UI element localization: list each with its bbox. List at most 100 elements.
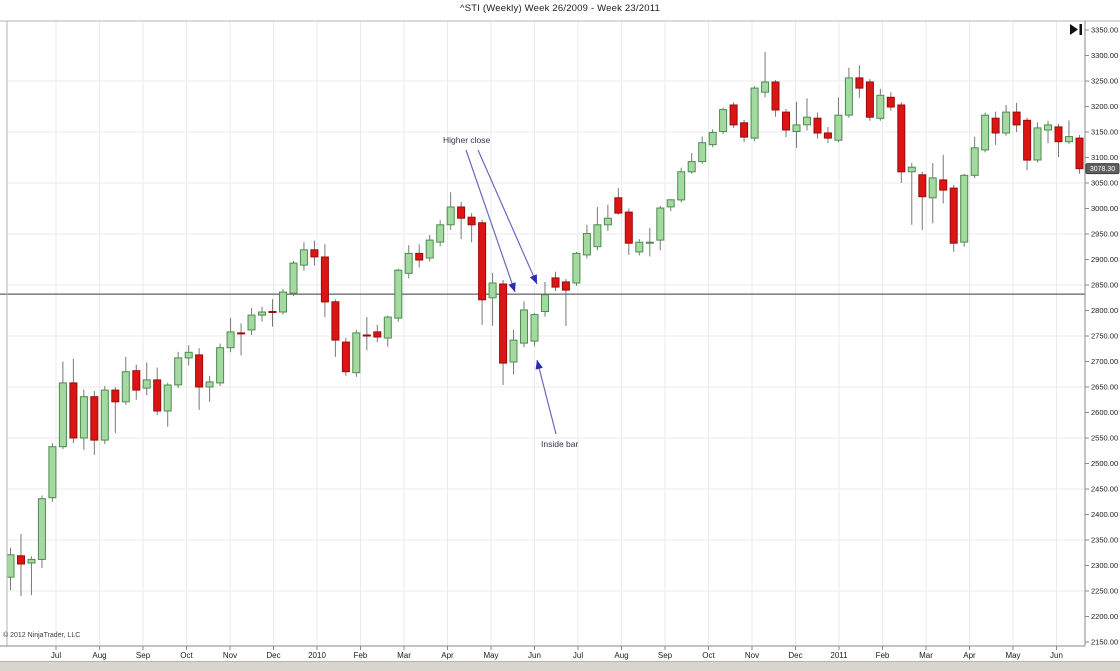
last-price-marker (1085, 163, 1120, 175)
candle-body-down (153, 379, 162, 412)
candle (918, 171, 927, 230)
candle-body-up (708, 132, 717, 146)
candle-body-down (614, 197, 623, 214)
x-axis-label: May (483, 651, 498, 660)
candle-body-up (216, 347, 225, 384)
candle (960, 173, 969, 247)
y-axis-label: 2750.00 (1091, 332, 1118, 341)
candle (289, 261, 298, 297)
candle-body-up (27, 558, 36, 564)
candle-body-up (698, 142, 707, 163)
candle (37, 495, 46, 568)
y-axis-label: 2600.00 (1091, 408, 1118, 417)
candle-body-up (572, 252, 581, 284)
annotation-arrow-head (535, 360, 543, 370)
candle-body-up (425, 239, 434, 259)
candle (153, 367, 162, 416)
candle-body-up (582, 233, 591, 256)
candle-body-up (677, 171, 686, 201)
annotation-arrow-line (465, 149, 516, 293)
candle (876, 88, 885, 121)
candle (813, 112, 822, 139)
candle (991, 111, 1000, 145)
y-axis-label: 3000.00 (1091, 204, 1118, 213)
candle-body-down (624, 211, 633, 244)
candle-body-up (258, 311, 266, 316)
candle (69, 358, 78, 444)
candle (729, 102, 738, 128)
candle-body-up (383, 316, 392, 339)
candle (48, 443, 57, 502)
candle-body-up (488, 282, 497, 299)
candle-body-down (939, 179, 948, 191)
candle-body-down (331, 301, 340, 341)
candle (436, 220, 445, 247)
y-axis-label: 3100.00 (1091, 153, 1118, 162)
candle (970, 136, 979, 178)
y-axis-label: 2200.00 (1091, 612, 1118, 621)
candle-body-up (184, 351, 193, 359)
candle (834, 97, 843, 143)
candle (58, 361, 67, 450)
candle (897, 102, 906, 183)
y-axis-label: 3350.00 (1091, 26, 1118, 35)
candle (761, 51, 770, 98)
candle-body-up (603, 217, 612, 226)
candle-body-up (174, 357, 183, 386)
candle (603, 204, 612, 231)
candle-body-up (1002, 111, 1011, 134)
candle-body-up (142, 379, 151, 389)
x-axis-label: Jul (573, 651, 583, 660)
candle (1002, 105, 1011, 136)
candle (771, 80, 780, 117)
candle-body-down (111, 389, 120, 403)
candle (509, 329, 518, 375)
candle (352, 329, 361, 377)
candle (457, 201, 466, 240)
x-axis-label: May (1005, 651, 1020, 660)
candle-body-up (1065, 136, 1073, 143)
window-bottom-strip (0, 661, 1120, 671)
candle-body-up (928, 177, 937, 199)
candle (415, 244, 424, 268)
y-axis-label: 2650.00 (1091, 383, 1118, 392)
candle-body-up (37, 498, 46, 560)
candle (310, 240, 319, 266)
candle-body-up (834, 114, 843, 141)
x-axis-label: Oct (180, 651, 193, 660)
candle-body-up (247, 314, 256, 331)
annotation-label: Higher close (443, 135, 491, 145)
candle (792, 101, 801, 148)
candle (404, 245, 413, 279)
candle-body-up (121, 371, 130, 403)
candle-body-up (226, 331, 235, 349)
scroll-to-end-icon[interactable] (1070, 24, 1082, 35)
candle (111, 387, 120, 433)
candle (1065, 120, 1073, 145)
y-axis-label: 3200.00 (1091, 102, 1118, 111)
annotation-arrow-head (529, 274, 537, 284)
candle (624, 208, 633, 255)
candle (142, 362, 151, 396)
candle-body-down (237, 332, 246, 335)
last-price-marker-label: 3078.30 (1090, 166, 1115, 173)
candle (499, 279, 508, 385)
candle-body-up (844, 77, 853, 116)
annotation-arrow-head (508, 282, 516, 292)
candle-body-down (457, 206, 466, 219)
x-axis-label: Dec (788, 651, 802, 660)
candle-body-down (90, 396, 99, 441)
candle (341, 338, 350, 376)
candle-body-up (48, 446, 57, 499)
candle-body-down (499, 283, 508, 364)
y-axis-label: 2950.00 (1091, 230, 1118, 239)
candle-body-down (897, 104, 906, 173)
candle (184, 345, 193, 366)
candle (635, 239, 644, 256)
y-axis-label: 2700.00 (1091, 357, 1118, 366)
candle (981, 112, 990, 153)
candle-body-down (771, 81, 780, 111)
candle-body-up (907, 166, 916, 173)
candle-body-up (645, 241, 654, 244)
candle (478, 219, 487, 325)
